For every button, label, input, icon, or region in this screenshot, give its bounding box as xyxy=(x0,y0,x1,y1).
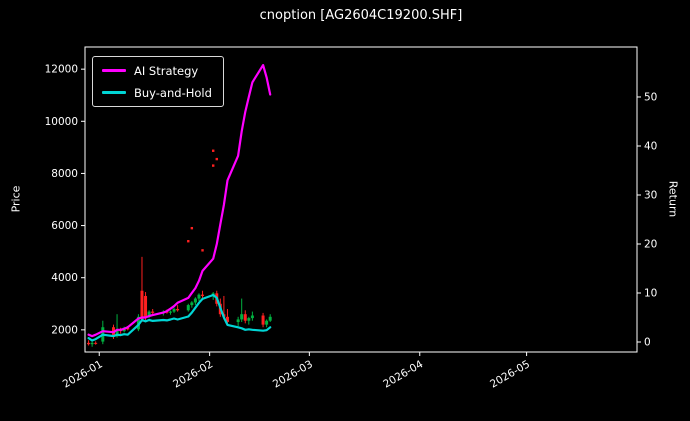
svg-text:10: 10 xyxy=(644,287,657,299)
svg-text:10000: 10000 xyxy=(45,116,78,128)
ai-strategy-line-swatch xyxy=(102,69,126,72)
price-axis-label: Price xyxy=(9,185,23,213)
legend-item-ai-strategy: AI Strategy xyxy=(102,63,212,78)
price-axis-ticks: 2000 4000 6000 8000 10000 12000 xyxy=(45,64,85,336)
svg-text:20: 20 xyxy=(644,238,657,250)
svg-text:6000: 6000 xyxy=(51,220,78,232)
svg-text:40: 40 xyxy=(644,140,657,152)
legend-label-buy-and-hold: Buy-and-Hold xyxy=(134,85,212,100)
svg-text:12000: 12000 xyxy=(45,64,78,76)
svg-text:0: 0 xyxy=(644,337,651,349)
return-axis-label: Return xyxy=(666,180,680,218)
chart-title: cnoption [AG2604C19200.SHF] xyxy=(259,8,463,23)
svg-text:30: 30 xyxy=(644,189,657,201)
svg-text:8000: 8000 xyxy=(51,168,78,180)
svg-text:2026-01: 2026-01 xyxy=(61,358,105,390)
svg-text:2026-02: 2026-02 xyxy=(171,358,215,390)
outlier-ticks xyxy=(187,149,218,252)
svg-text:2026-03: 2026-03 xyxy=(271,358,315,390)
legend-label-ai-strategy: AI Strategy xyxy=(134,63,199,78)
legend: AI Strategy Buy-and-Hold xyxy=(92,56,224,107)
legend-item-buy-and-hold: Buy-and-Hold xyxy=(102,85,212,100)
svg-text:2000: 2000 xyxy=(51,324,78,336)
svg-text:4000: 4000 xyxy=(51,272,78,284)
svg-text:50: 50 xyxy=(644,91,657,103)
date-axis-ticks: 2026-01 2026-02 2026-03 2026-04 2026-05 xyxy=(61,352,532,391)
return-axis-ticks: 0 10 20 30 40 50 xyxy=(637,91,657,349)
svg-text:2026-05: 2026-05 xyxy=(488,358,532,390)
axes-spines xyxy=(84,46,638,353)
svg-text:2026-04: 2026-04 xyxy=(381,358,425,390)
buy-and-hold-line xyxy=(87,293,272,342)
buy-and-hold-line-swatch xyxy=(102,91,126,94)
ai-strategy-line xyxy=(87,63,272,338)
